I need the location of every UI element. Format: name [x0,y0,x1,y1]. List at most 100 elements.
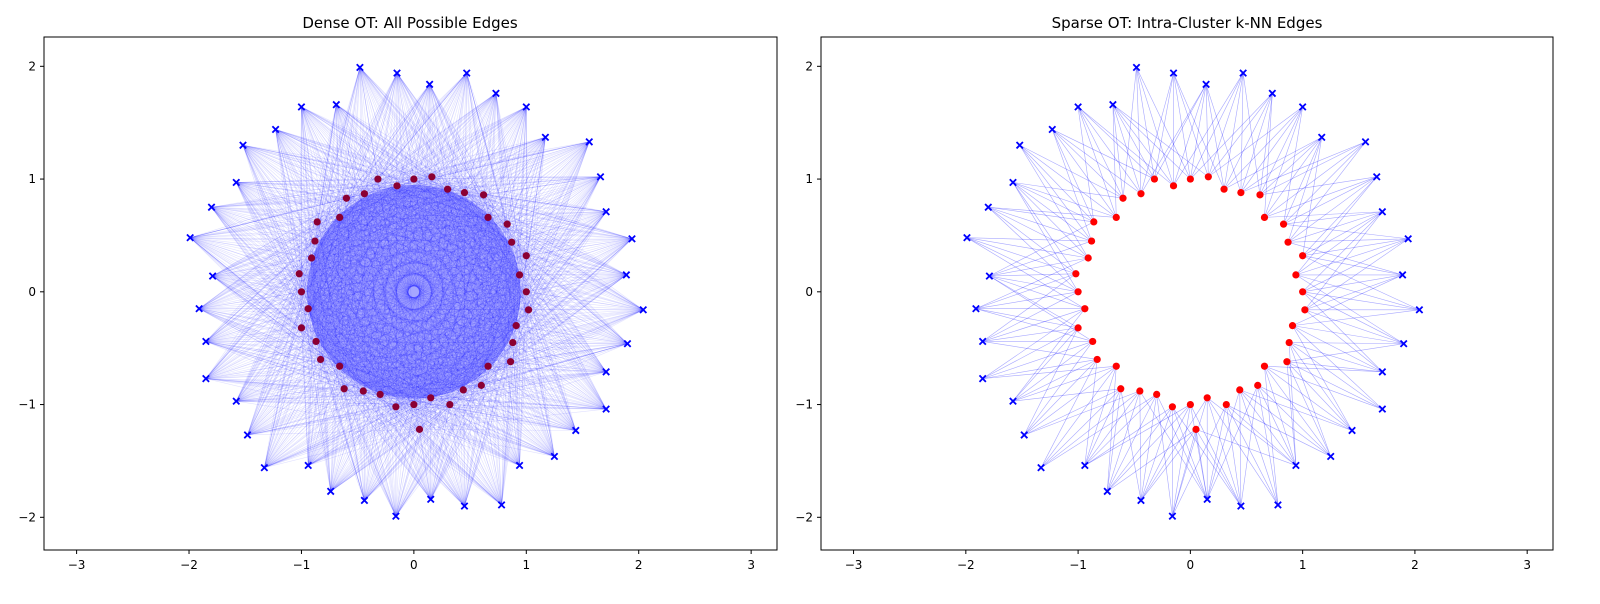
edge [413,106,527,180]
source-point [622,271,631,279]
target-point [1074,288,1082,296]
edge [364,361,511,501]
edge [199,308,302,329]
edge [211,206,340,218]
edge [301,106,517,326]
edge [236,192,465,402]
edge [501,224,508,505]
edge [301,327,431,500]
edge [307,221,318,466]
edge [510,361,607,373]
edge [1286,361,1383,373]
edge [242,145,397,407]
edge [242,144,365,194]
edge [519,141,590,276]
edge [528,309,607,373]
edge [395,238,633,408]
source-points [186,63,648,521]
edge [395,406,432,500]
edge [336,104,420,430]
edge [307,394,381,466]
edge [264,359,321,468]
edge [377,179,397,517]
edge [339,84,430,218]
edge [487,217,520,466]
y-tick-label: −1 [795,398,813,412]
edge [301,291,397,517]
edge [242,145,302,292]
edge [395,274,520,517]
edge [359,67,514,343]
edge [242,145,318,223]
edge [275,129,508,225]
edge [1052,129,1095,223]
edge [377,178,627,276]
source-point [1372,172,1381,181]
edge [212,275,529,311]
edge [212,275,340,367]
edge [413,404,502,506]
edge [419,106,527,430]
edge [343,73,398,389]
edge [301,106,415,180]
edge [264,193,365,468]
target-point [459,386,467,394]
edge [395,224,508,517]
edge [264,308,309,468]
edge [205,378,482,386]
edge [466,73,484,195]
edge [307,72,398,309]
edge [359,67,489,367]
edge [205,359,321,379]
edge [413,404,432,500]
edge [242,144,513,343]
edge [464,385,482,507]
edge [199,308,381,395]
edge [236,217,489,402]
edge [413,178,607,410]
edge [364,192,465,501]
edge [487,137,546,367]
target-point [312,337,320,346]
edge [236,182,340,218]
edge [317,221,607,410]
edge [359,67,520,276]
edge [301,291,431,500]
edge [464,192,520,466]
edge [308,176,601,309]
edge [1286,361,1331,457]
edge [242,145,345,389]
edge [501,274,520,505]
edge [242,145,316,242]
edge [301,291,365,501]
edge [501,361,511,505]
edge [379,73,398,395]
edge [316,67,361,222]
edge [1223,93,1273,190]
edge [205,241,512,379]
edge [242,144,527,257]
edge [463,389,465,507]
edge [989,275,1079,329]
edge [301,106,508,225]
edge [1304,309,1404,344]
edge [526,291,628,344]
edge [363,137,546,392]
edge [205,217,489,379]
edge [301,291,628,344]
edge [1302,291,1404,344]
edge [515,211,607,326]
edge [211,207,397,408]
source-point [1132,63,1141,72]
edge [316,309,644,342]
edge [495,93,508,225]
edge [301,67,361,328]
edge [515,238,633,326]
edge [247,193,365,436]
edge [396,72,489,367]
edge [308,361,511,466]
edge [1287,211,1383,243]
edge [1140,84,1207,194]
edge [975,291,1079,310]
edge [377,178,607,373]
